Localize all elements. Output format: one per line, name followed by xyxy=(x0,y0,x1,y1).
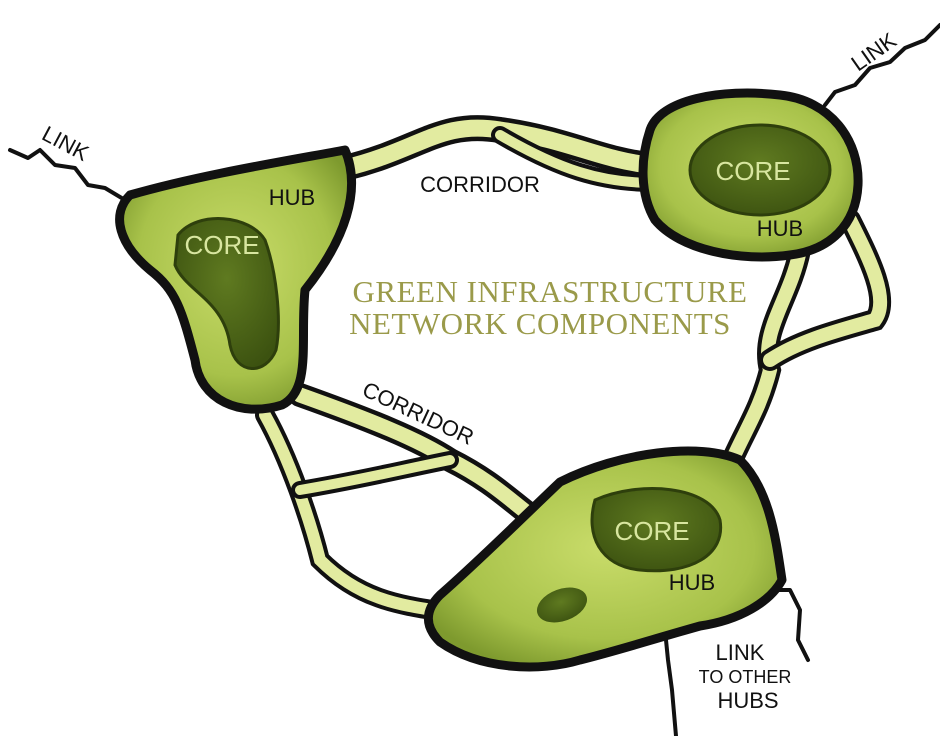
diagram: GREEN INFRASTRUCTURE NETWORK COMPONENTS … xyxy=(0,0,940,736)
hub-label: HUB xyxy=(269,185,315,210)
corridor-label: CORRIDOR xyxy=(420,172,540,197)
link-label: HUBS xyxy=(717,688,778,713)
link-label: TO OTHER xyxy=(699,667,792,687)
hub-label: HUB xyxy=(757,216,803,241)
core-label: CORE xyxy=(184,230,259,260)
title: NETWORK COMPONENTS xyxy=(349,306,731,341)
link-label: LINK xyxy=(716,640,765,665)
core-label: CORE xyxy=(614,516,689,546)
hub-label: HUB xyxy=(669,570,715,595)
link-label: LINK xyxy=(38,121,93,166)
link-line xyxy=(770,590,808,660)
core-label: CORE xyxy=(715,156,790,186)
title: GREEN INFRASTRUCTURE xyxy=(353,274,748,309)
link-line xyxy=(665,630,676,736)
